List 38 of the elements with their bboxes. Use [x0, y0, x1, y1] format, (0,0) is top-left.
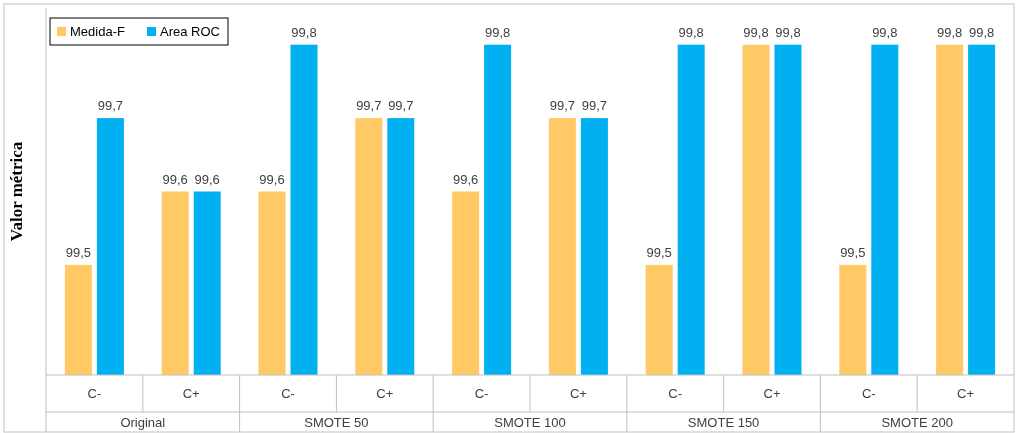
x-tick-label: C+ — [763, 386, 781, 401]
data-label: 99,7 — [97, 98, 124, 114]
data-label: 99,8 — [872, 24, 898, 40]
x-tick-label: C- — [474, 386, 489, 401]
x-tick-label: C+ — [569, 386, 587, 401]
text: Original — [120, 415, 166, 430]
text: SMOTE 150 — [687, 415, 760, 430]
x-tick-label: C- — [668, 386, 683, 401]
data-label: 99,8 — [484, 24, 511, 40]
x-tick-label: C+ — [376, 386, 394, 401]
data-label: 99,8 — [743, 24, 769, 40]
data-label: 99,5 — [840, 244, 866, 260]
data-label: 99,7 — [549, 98, 576, 114]
data-label: 99,8 — [678, 24, 704, 40]
data-label: 99,5 — [65, 244, 92, 260]
x-tick-label: C- — [281, 386, 295, 401]
data-label: 99,5 — [646, 244, 672, 260]
text: SMOTE 50 — [304, 415, 369, 430]
x-tick-label: C+ — [182, 386, 200, 401]
x-tick-label: C- — [87, 386, 102, 401]
legend-label: Area ROC — [160, 24, 220, 39]
text: SMOTE 200 — [881, 415, 953, 430]
data-label: 99,6 — [162, 171, 188, 187]
data-label: 99,8 — [291, 24, 317, 40]
x-tick-label: C+ — [957, 386, 975, 401]
data-label: 99,7 — [388, 98, 414, 114]
data-label: 99,7 — [581, 98, 608, 114]
x-tick-label: C- — [861, 386, 876, 401]
data-label: 99,8 — [968, 24, 995, 40]
data-label: 99,6 — [259, 171, 285, 187]
legend-label: Medida-F — [70, 24, 125, 39]
y-axis-title: Valor métrica — [7, 141, 26, 242]
data-label: 99,8 — [936, 24, 963, 40]
text: SMOTE 100 — [494, 415, 566, 430]
data-label: 99,8 — [775, 24, 801, 40]
data-label: 99,6 — [194, 171, 220, 187]
data-label: 99,7 — [356, 98, 382, 114]
data-label: 99,6 — [452, 171, 479, 187]
